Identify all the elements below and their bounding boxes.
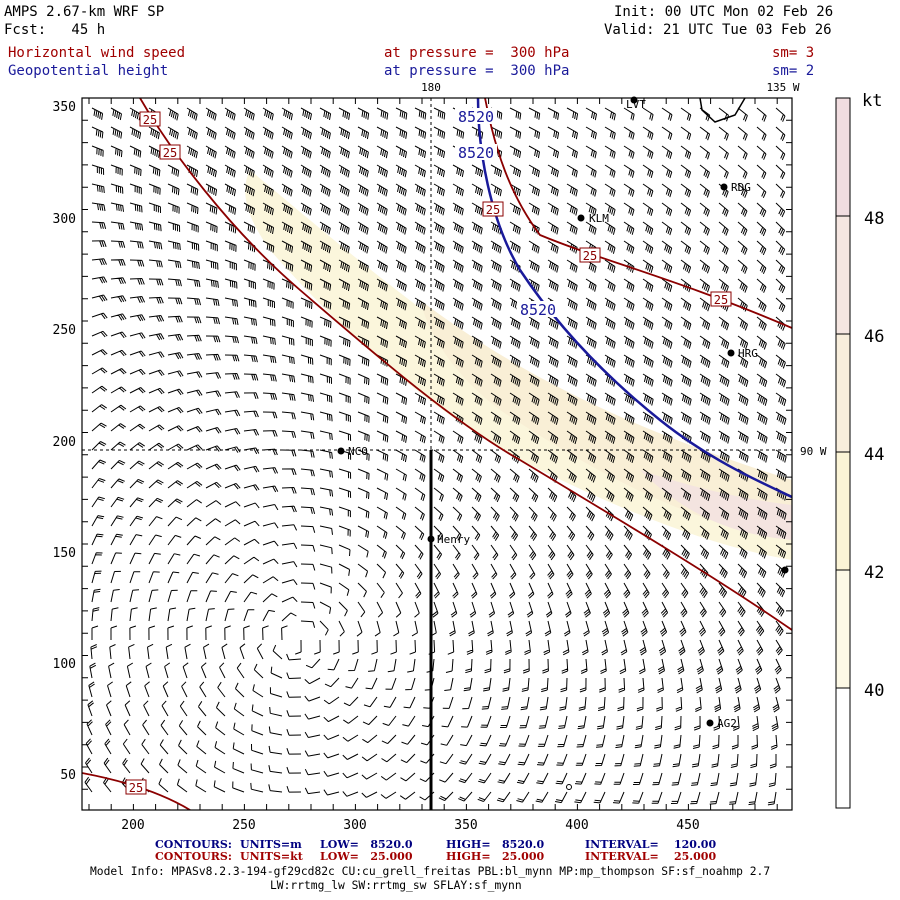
lon-label-180: 180 bbox=[421, 81, 441, 94]
station-henry: Henry bbox=[437, 533, 470, 546]
station-ag2: AG2 bbox=[717, 717, 737, 730]
y-tick-200: 200 bbox=[53, 435, 76, 450]
y-tick-300: 300 bbox=[53, 212, 76, 227]
y-tick-150: 150 bbox=[53, 546, 76, 561]
field1-smoothing: sm= 3 bbox=[772, 45, 815, 61]
field1-name: Horizontal wind speed bbox=[8, 45, 186, 61]
colorbar-unit: kt bbox=[862, 91, 882, 111]
wind-label-4: 25 bbox=[583, 249, 597, 263]
field1-level: at pressure = 300 hPa bbox=[384, 45, 570, 61]
coastline bbox=[699, 98, 746, 123]
x-tick-400: 400 bbox=[565, 818, 588, 833]
contour2-label: CONTOURS: bbox=[155, 850, 232, 863]
contour1-low: LOW= 8520.0 bbox=[320, 838, 413, 851]
y-tick-50: 50 bbox=[60, 768, 76, 783]
height-label-3: 8520 bbox=[520, 301, 556, 319]
field2-level: at pressure = 300 hPa bbox=[384, 63, 570, 79]
colorbar-label-40: 40 bbox=[864, 681, 884, 701]
colorbar: kt 48 46 44 42 40 bbox=[835, 91, 884, 809]
model-title: AMPS 2.67-km WRF SP bbox=[4, 4, 165, 20]
lon-label-135w: 135 W bbox=[766, 81, 799, 94]
contour2-high: HIGH= 25.000 bbox=[446, 850, 545, 863]
y-tick-350: 350 bbox=[53, 100, 76, 115]
field2-name: Geopotential height bbox=[8, 63, 169, 79]
wind-barb-field bbox=[84, 107, 787, 806]
station-klm: KLM bbox=[589, 212, 609, 225]
lon-label-90w: 90 W bbox=[800, 445, 827, 458]
x-tick-450: 450 bbox=[676, 818, 699, 833]
colorbar-40-42 bbox=[836, 570, 850, 688]
wind-label-1: 25 bbox=[143, 113, 157, 127]
model-info: Model Info: MPASv8.2.3-194-gf29cd82c CU:… bbox=[90, 865, 771, 878]
station-lvt: LVT bbox=[626, 98, 646, 111]
contour1-high: HIGH= 8520.0 bbox=[446, 838, 545, 851]
colorbar-label-46: 46 bbox=[864, 327, 884, 347]
wind-barbs bbox=[84, 107, 787, 806]
tick-marks bbox=[82, 97, 792, 810]
wind-contour-1 bbox=[139, 98, 792, 631]
contour2-interval: INTERVAL= 25.000 bbox=[585, 850, 717, 863]
contour1-label: CONTOURS: bbox=[155, 838, 232, 851]
axis-labels: 350 300 250 200 150 100 50 200 250 300 3… bbox=[53, 81, 827, 833]
station-rdg: RDG bbox=[731, 181, 751, 194]
colorbar-label-42: 42 bbox=[864, 563, 884, 583]
station-hrg: HRG bbox=[738, 347, 758, 360]
y-tick-250: 250 bbox=[53, 323, 76, 338]
contour2-low: LOW= 25.000 bbox=[320, 850, 413, 863]
station-unlabeled bbox=[781, 566, 789, 574]
wind-label-5: 25 bbox=[714, 293, 728, 307]
axis-ticks bbox=[82, 97, 792, 810]
colorbar-44-46 bbox=[836, 334, 850, 452]
plot-frame bbox=[81, 97, 793, 811]
colorbar-48-plus bbox=[836, 98, 850, 216]
colorbar-below-40 bbox=[836, 688, 850, 808]
wind-label-3: 25 bbox=[486, 203, 500, 217]
wind-contour-2 bbox=[484, 98, 792, 329]
wind-label-2: 25 bbox=[163, 146, 177, 160]
contour2-units: UNITS=kt bbox=[240, 850, 303, 863]
shade-44 bbox=[420, 300, 792, 540]
wind-label-6: 25 bbox=[129, 781, 143, 795]
colorbar-46-48 bbox=[836, 216, 850, 334]
field2-smoothing: sm= 2 bbox=[772, 63, 815, 79]
model-info-2: LW:rrtmg_lw SW:rrtmg_sw SFLAY:sf_mynn bbox=[270, 879, 522, 892]
x-tick-300: 300 bbox=[343, 818, 366, 833]
height-label-1: 8520 bbox=[458, 108, 494, 126]
station-nco: NCO bbox=[348, 445, 368, 458]
valid-time: Valid: 21 UTC Tue 03 Feb 26 bbox=[604, 22, 832, 38]
wind-speed-shading bbox=[245, 170, 792, 560]
x-tick-200: 200 bbox=[121, 818, 144, 833]
colorbar-label-44: 44 bbox=[864, 445, 884, 465]
forecast-hour: Fcst: 45 h bbox=[4, 22, 106, 38]
x-tick-350: 350 bbox=[454, 818, 477, 833]
init-time: Init: 00 UTC Mon 02 Feb 26 bbox=[614, 4, 834, 20]
stations: LVT RDG KLM HRG NCO Henry AG2 bbox=[337, 96, 789, 790]
contour1-units: UNITS=m bbox=[240, 838, 302, 851]
contour-labels: 25 25 25 25 25 25 8520 8520 8520 bbox=[125, 108, 732, 795]
colorbar-42-44 bbox=[836, 452, 850, 570]
shade-46 bbox=[640, 470, 792, 540]
height-contour bbox=[476, 98, 792, 499]
station-open-marker bbox=[566, 784, 572, 790]
y-tick-100: 100 bbox=[53, 657, 76, 672]
colorbar-label-48: 48 bbox=[864, 209, 884, 229]
x-tick-250: 250 bbox=[232, 818, 255, 833]
height-label-2: 8520 bbox=[458, 144, 494, 162]
contour1-interval: INTERVAL= 120.00 bbox=[585, 838, 717, 851]
